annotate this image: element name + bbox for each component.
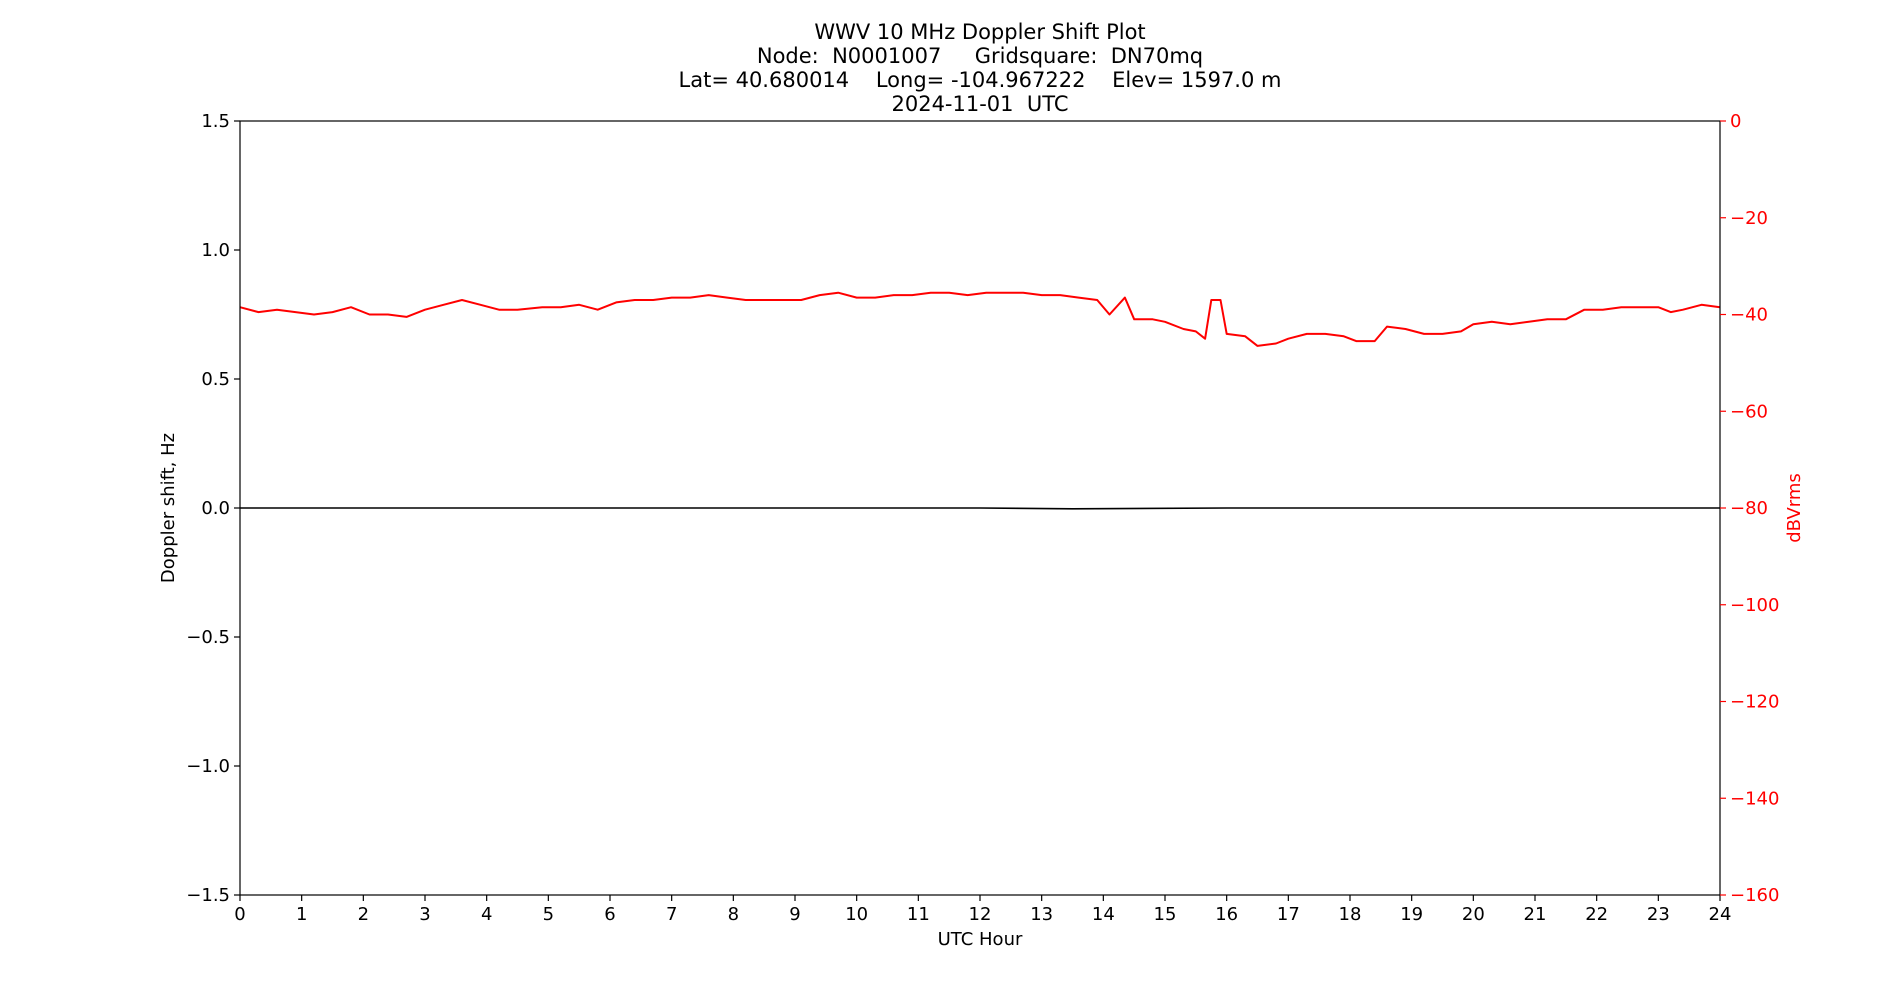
x-tick-label: 22	[1585, 904, 1608, 925]
x-tick-label: 13	[1030, 904, 1053, 925]
x-tick-label: 12	[969, 904, 992, 925]
y2-tick-label: −120	[1730, 692, 1779, 713]
y2-tick-label: −160	[1730, 885, 1779, 906]
chart-title: WWV 10 MHz Doppler Shift Plot Node: N000…	[0, 20, 1900, 116]
x-tick-label: 11	[907, 904, 930, 925]
x-tick-label: 21	[1524, 904, 1547, 925]
y-axis-label: Doppler shift, Hz	[158, 433, 179, 583]
x-tick-label: 9	[789, 904, 800, 925]
y-tick-label: −1.5	[186, 885, 230, 906]
x-tick-label: 10	[845, 904, 868, 925]
y-tick-label: 0.5	[201, 369, 230, 390]
x-tick-label: 15	[1154, 904, 1177, 925]
x-tick-label: 7	[666, 904, 677, 925]
doppler-series-line	[240, 507, 1720, 510]
y2-axis-label: dBVrms	[1784, 473, 1805, 543]
x-tick-label: 19	[1400, 904, 1423, 925]
title-line-3: Lat= 40.680014 Long= -104.967222 Elev= 1…	[678, 68, 1282, 92]
x-tick-label: 8	[728, 904, 739, 925]
x-tick-label: 20	[1462, 904, 1485, 925]
x-tick-label: 24	[1709, 904, 1732, 925]
x-tick-label: 3	[419, 904, 430, 925]
y-tick-label: 1.0	[201, 240, 230, 261]
y-tick-label: −1.0	[186, 756, 230, 777]
title-line-4: 2024-11-01 UTC	[891, 92, 1069, 116]
y2-tick-label: −140	[1730, 788, 1779, 809]
y2-tick-label: −20	[1730, 208, 1768, 229]
x-tick-label: 4	[481, 904, 492, 925]
x-tick-label: 1	[296, 904, 307, 925]
title-line-2: Node: N0001007 Gridsquare: DN70mq	[756, 44, 1204, 68]
y2-tick-label: −80	[1730, 498, 1768, 519]
x-tick-label: 6	[604, 904, 615, 925]
x-axis-label: UTC Hour	[938, 929, 1023, 950]
x-tick-label: 0	[234, 904, 245, 925]
y2-tick-label: 0	[1730, 111, 1741, 132]
power-series-line	[239, 291, 1721, 347]
x-tick-label: 17	[1277, 904, 1300, 925]
y2-tick-label: −60	[1730, 401, 1768, 422]
x-tick-label: 16	[1215, 904, 1238, 925]
x-tick-label: 18	[1339, 904, 1362, 925]
y-tick-label: 0.0	[201, 498, 230, 519]
y2-tick-label: −100	[1730, 595, 1779, 616]
y2-tick-label: −40	[1730, 305, 1768, 326]
x-tick-label: 5	[543, 904, 554, 925]
x-tick-label: 14	[1092, 904, 1115, 925]
title-line-1: WWV 10 MHz Doppler Shift Plot	[814, 20, 1146, 44]
x-tick-label: 23	[1647, 904, 1670, 925]
y-tick-label: −0.5	[186, 627, 230, 648]
y-tick-label: 1.5	[201, 111, 230, 132]
x-tick-label: 2	[358, 904, 369, 925]
